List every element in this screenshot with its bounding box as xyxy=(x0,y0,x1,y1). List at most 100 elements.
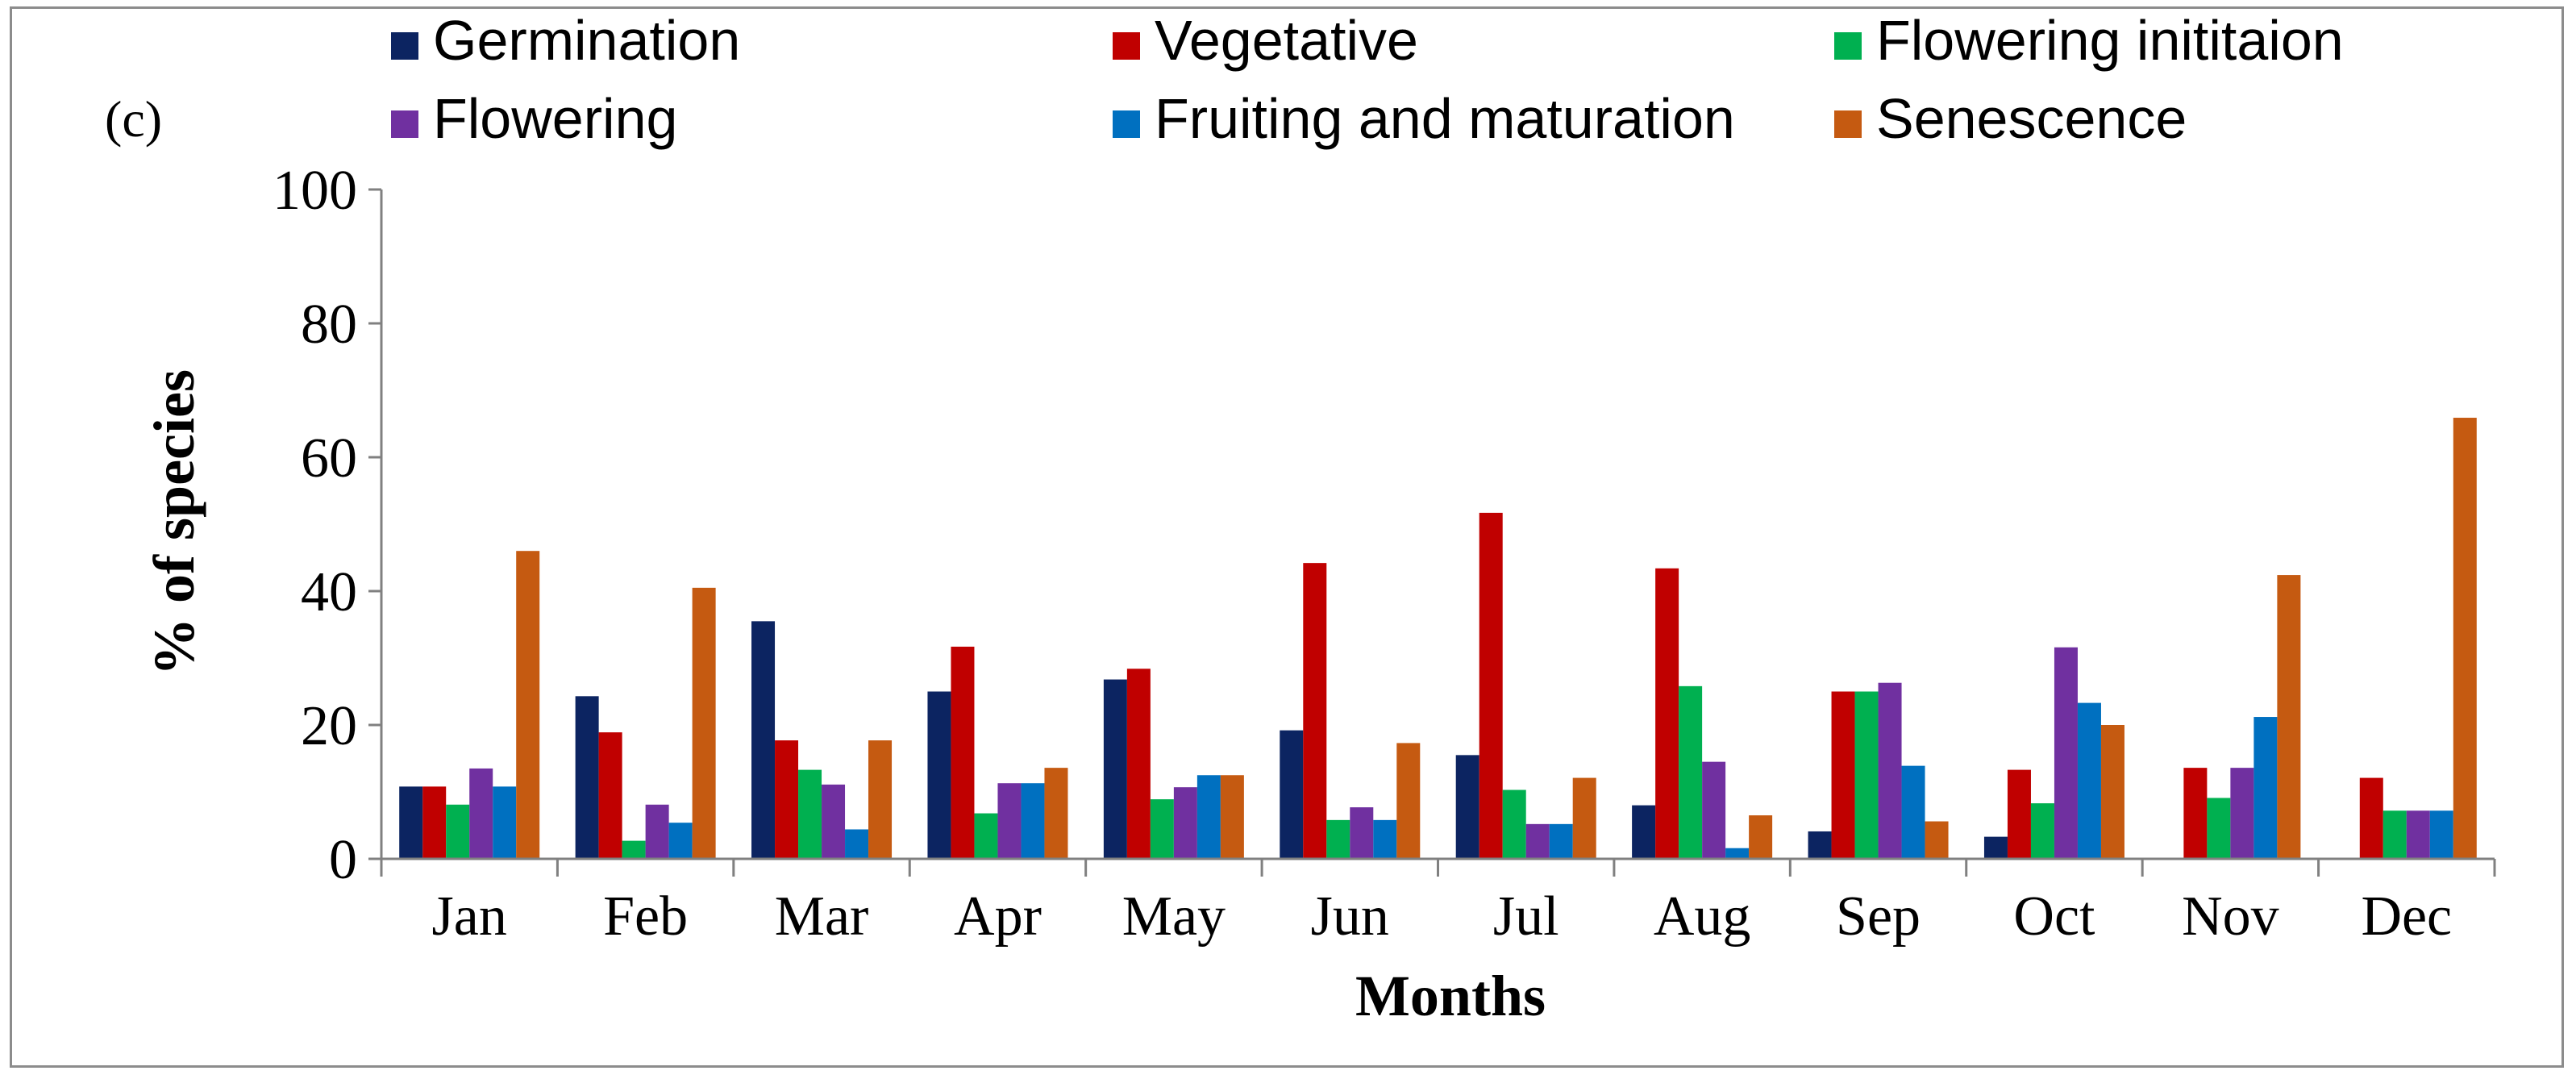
x-axis: Jan Feb Mar Apr May Jun Jul Aug Sep Oct Nov Dec xyxy=(380,857,2496,948)
bar-flowering-inititaion-jan xyxy=(446,804,470,859)
bar-germination-jan xyxy=(399,786,423,859)
bar-flowering-inititaion-mar xyxy=(798,769,822,859)
bar-chart: (c) Germination Vegetative Flowering initi… xyxy=(105,9,2496,1028)
bar-fruiting-and-maturation-dec xyxy=(2429,810,2453,859)
bar-senescence-jun xyxy=(1396,743,1421,859)
legend-swatch-senescence xyxy=(1834,110,1862,138)
bar-germination-feb xyxy=(575,696,599,859)
y-tick-label: 20 xyxy=(301,695,357,757)
bar-vegetative-jul xyxy=(1479,512,1503,859)
bar-fruiting-and-maturation-oct xyxy=(2077,702,2101,859)
bar-vegetative-aug xyxy=(1655,568,1679,859)
legend-swatch-vegetative xyxy=(1113,32,1140,60)
bar-flowering-nov xyxy=(2230,768,2254,859)
bar-flowering-inititaion-may xyxy=(1150,799,1174,859)
y-tick-label: 80 xyxy=(301,294,357,356)
bar-flowering-inititaion-nov xyxy=(2207,798,2231,859)
bar-fruiting-and-maturation-aug xyxy=(1725,848,1750,859)
bar-flowering-sep xyxy=(1878,682,1902,859)
bar-senescence-feb xyxy=(692,587,716,859)
legend-label: Senescence xyxy=(1876,87,2187,150)
bar-fruiting-and-maturation-jan xyxy=(493,786,517,859)
bar-germination-jun xyxy=(1280,730,1304,859)
x-tick-label: Jan xyxy=(432,885,507,948)
bar-senescence-dec xyxy=(2453,418,2477,859)
bar-fruiting-and-maturation-sep xyxy=(1901,765,1925,859)
y-tick-label: 100 xyxy=(273,160,357,222)
legend-swatch-fruiting-and-maturation xyxy=(1113,110,1140,138)
bar-vegetative-dec xyxy=(2359,777,2383,859)
x-tick-label: Mar xyxy=(775,885,869,948)
legend-swatch-flowering xyxy=(391,110,418,138)
x-axis-label: Months xyxy=(1355,964,1546,1028)
chart-frame: (c) Germination Vegetative Flowering initi… xyxy=(10,6,2564,1068)
bar-flowering-dec xyxy=(2406,810,2430,859)
bars xyxy=(399,418,2477,859)
bar-fruiting-and-maturation-apr xyxy=(1021,783,1045,859)
legend: Germination Vegetative Flowering inititaio… xyxy=(391,9,2344,150)
bar-flowering-inititaion-jul xyxy=(1502,789,1526,859)
bar-fruiting-and-maturation-jun xyxy=(1373,819,1397,859)
bar-germination-oct xyxy=(1983,836,2008,859)
bar-senescence-sep xyxy=(1925,821,1949,859)
bar-germination-mar xyxy=(751,621,776,859)
x-tick-label: Nov xyxy=(2182,885,2279,948)
bar-flowering-aug xyxy=(1702,761,1726,859)
x-tick-label: Apr xyxy=(954,885,1042,948)
legend-swatch-germination xyxy=(391,32,418,60)
bar-fruiting-and-maturation-may xyxy=(1196,775,1221,859)
bar-flowering-may xyxy=(1173,787,1197,859)
bar-vegetative-mar xyxy=(775,740,799,859)
bar-germination-may xyxy=(1103,679,1127,859)
bar-vegetative-oct xyxy=(2007,769,2031,859)
x-tick-label: Dec xyxy=(2361,885,2452,948)
bar-senescence-oct xyxy=(2100,725,2124,859)
bar-senescence-apr xyxy=(1044,768,1068,859)
bar-senescence-jul xyxy=(1572,777,1596,859)
bar-flowering-mar xyxy=(822,784,846,859)
bar-flowering-inititaion-aug xyxy=(1679,685,1703,859)
bar-flowering-inititaion-oct xyxy=(2030,803,2054,859)
bar-vegetative-sep xyxy=(1831,691,1855,859)
bar-vegetative-feb xyxy=(598,732,622,859)
legend-label: Germination xyxy=(433,9,740,72)
bar-flowering-inititaion-dec xyxy=(2382,810,2407,859)
x-tick-label: Feb xyxy=(603,885,688,948)
x-tick-label: Jun xyxy=(1311,885,1389,948)
bar-flowering-jun xyxy=(1350,807,1374,859)
bar-senescence-mar xyxy=(868,740,893,859)
bar-vegetative-may xyxy=(1126,669,1151,859)
legend-label: Flowering inititaion xyxy=(1876,9,2344,72)
bar-vegetative-jun xyxy=(1303,563,1327,859)
bar-flowering-inititaion-sep xyxy=(1854,691,1879,859)
y-axis: 0 20 40 60 80 100 xyxy=(273,160,383,891)
bar-senescence-jan xyxy=(516,551,540,859)
bar-flowering-oct xyxy=(2054,647,2078,859)
bar-germination-apr xyxy=(927,691,951,859)
bar-flowering-jul xyxy=(1525,823,1550,859)
bar-senescence-nov xyxy=(2277,575,2301,859)
bar-fruiting-and-maturation-nov xyxy=(2253,717,2278,859)
bar-vegetative-apr xyxy=(951,646,975,859)
bar-fruiting-and-maturation-feb xyxy=(668,823,693,859)
legend-label: Flowering xyxy=(433,87,677,150)
legend-label: Vegetative xyxy=(1155,9,1418,72)
bar-flowering-inititaion-feb xyxy=(622,840,646,859)
bar-flowering-inititaion-jun xyxy=(1326,819,1350,859)
x-tick-label: Oct xyxy=(2013,885,2095,948)
panel-label: (c) xyxy=(105,90,162,148)
y-tick-label: 0 xyxy=(329,829,357,891)
bar-vegetative-nov xyxy=(2183,768,2208,859)
bar-flowering-apr xyxy=(997,783,1022,859)
bar-flowering-feb xyxy=(645,804,669,859)
y-axis-label: % of species xyxy=(142,369,206,676)
y-tick-label: 60 xyxy=(301,427,357,490)
bar-senescence-may xyxy=(1220,775,1244,859)
bar-germination-sep xyxy=(1808,831,1832,859)
legend-swatch-flowering-inititaion xyxy=(1834,32,1862,60)
bar-senescence-aug xyxy=(1749,815,1773,859)
x-tick-label: Sep xyxy=(1836,885,1921,948)
bar-flowering-inititaion-apr xyxy=(974,813,998,859)
bar-germination-aug xyxy=(1632,805,1656,859)
x-tick-label: Aug xyxy=(1654,885,1751,948)
